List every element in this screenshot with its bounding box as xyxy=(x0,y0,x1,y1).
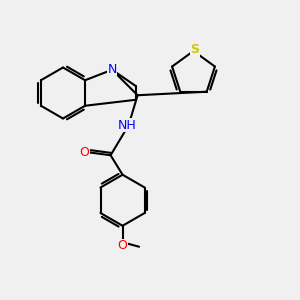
Text: N: N xyxy=(107,63,117,76)
Text: S: S xyxy=(190,43,200,56)
Text: O: O xyxy=(118,239,128,252)
Text: O: O xyxy=(80,146,89,159)
Text: NH: NH xyxy=(118,119,136,132)
